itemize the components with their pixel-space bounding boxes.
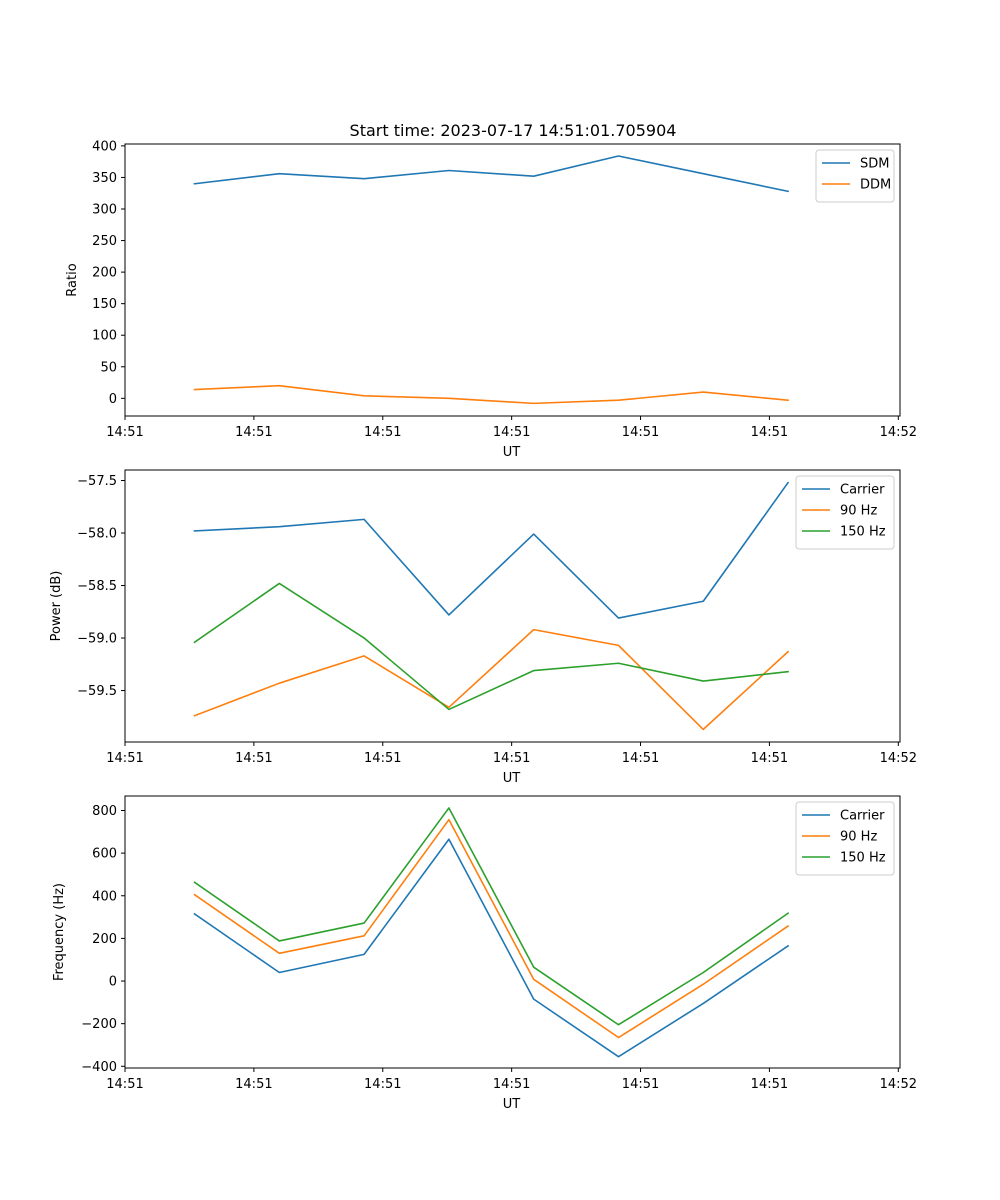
- series-line-90-hz: [193, 628, 790, 731]
- x-axis-label: UT: [503, 445, 521, 460]
- series-line-90-hz: [193, 818, 790, 1039]
- y-tick-label: −400: [81, 1060, 117, 1075]
- y-tick-label: 800: [92, 804, 117, 819]
- y-tick-label: 250: [92, 234, 117, 249]
- y-tick-label: 350: [92, 171, 117, 186]
- x-tick-label: 14:51: [235, 1077, 272, 1092]
- y-tick-label: 400: [92, 889, 117, 904]
- y-tick-label: 0: [109, 975, 117, 990]
- x-tick-label: 14:52: [880, 751, 917, 766]
- x-tick-label: 14:51: [493, 751, 530, 766]
- y-tick-label: −58.0: [77, 527, 117, 542]
- x-tick-label: 14:51: [493, 425, 530, 440]
- figure-title: Start time: 2023-07-17 14:51:01.705904: [350, 121, 677, 140]
- subplot-2: 14:51 14:51 14:51 14:51 14:51 14:51 14:52 −59.5…: [49, 469, 917, 786]
- x-tick-label: 14:51: [622, 1077, 659, 1092]
- x-tick-label: 14:51: [106, 425, 143, 440]
- legend-entry-label: DDM: [860, 178, 891, 193]
- y-tick-label: −200: [81, 1017, 117, 1032]
- legend-entry-label: 90 Hz: [840, 830, 877, 845]
- legend-entry-label: 150 Hz: [840, 851, 886, 866]
- series-line-150-hz: [193, 807, 790, 1026]
- legend-entry-label: Carrier: [840, 809, 885, 824]
- legend-entry-label: SDM: [860, 157, 889, 172]
- subplots: 14:51 14:51 14:51 14:51 14:51 14:51 14:52 0 50 10…: [49, 139, 917, 1112]
- y-tick-label: 150: [92, 297, 117, 312]
- x-tick-label: 14:51: [622, 425, 659, 440]
- y-axis-label: Power (dB): [49, 571, 64, 642]
- y-tick-label: 0: [109, 392, 117, 407]
- x-tick-label: 14:51: [106, 1077, 143, 1092]
- legend-entry-label: 150 Hz: [840, 525, 886, 540]
- y-tick-label: 100: [92, 329, 117, 344]
- legend-entry-label: Carrier: [840, 483, 885, 498]
- series-line-carrier: [193, 481, 790, 619]
- x-tick-label: 14:51: [235, 751, 272, 766]
- x-tick-label: 14:51: [106, 751, 143, 766]
- legend-entry-label: 90 Hz: [840, 504, 877, 519]
- y-tick-label: −59.5: [77, 684, 117, 699]
- x-tick-label: 14:51: [493, 1077, 530, 1092]
- x-tick-label: 14:51: [364, 425, 401, 440]
- y-axis-label: Ratio: [65, 263, 80, 296]
- series-line-sdm: [193, 155, 790, 193]
- x-tick-label: 14:51: [235, 425, 272, 440]
- x-tick-label: 14:51: [751, 425, 788, 440]
- legend: Carrier 90 Hz 150 Hz: [795, 475, 895, 550]
- y-tick-label: 300: [92, 203, 117, 218]
- x-axis-label: UT: [503, 1097, 521, 1112]
- x-axis-label: UT: [503, 771, 521, 786]
- y-tick-label: 200: [92, 932, 117, 947]
- subplot-1: 14:51 14:51 14:51 14:51 14:51 14:51 14:52 0 50 10…: [65, 139, 917, 460]
- x-tick-label: 14:51: [751, 1077, 788, 1092]
- x-tick-label: 14:51: [622, 751, 659, 766]
- x-tick-label: 14:51: [364, 1077, 401, 1092]
- y-axis-label: Frequency (Hz): [52, 883, 67, 981]
- y-tick-label: 600: [92, 847, 117, 862]
- y-tick-label: −59.0: [77, 632, 117, 647]
- y-tick-label: −57.5: [77, 474, 117, 489]
- series-line-150-hz: [193, 582, 789, 711]
- series-line-ddm: [193, 384, 789, 405]
- x-tick-label: 14:51: [751, 751, 788, 766]
- x-tick-label: 14:52: [880, 1077, 917, 1092]
- axes-frame: [124, 469, 901, 743]
- series-line-carrier: [193, 838, 790, 1058]
- x-tick-label: 14:51: [364, 751, 401, 766]
- legend: SDM DDM: [815, 149, 895, 203]
- subplot-3: 14:51 14:51 14:51 14:51 14:51 14:51 14:52 −400 −…: [52, 795, 917, 1112]
- legend: Carrier 90 Hz 150 Hz: [795, 801, 895, 876]
- y-tick-label: 50: [100, 360, 117, 375]
- axes-frame: [124, 143, 901, 417]
- y-tick-label: −58.5: [77, 579, 117, 594]
- x-tick-label: 14:52: [880, 425, 917, 440]
- axes-frame: [124, 795, 901, 1069]
- y-tick-label: 400: [92, 139, 117, 154]
- y-tick-label: 200: [92, 266, 117, 281]
